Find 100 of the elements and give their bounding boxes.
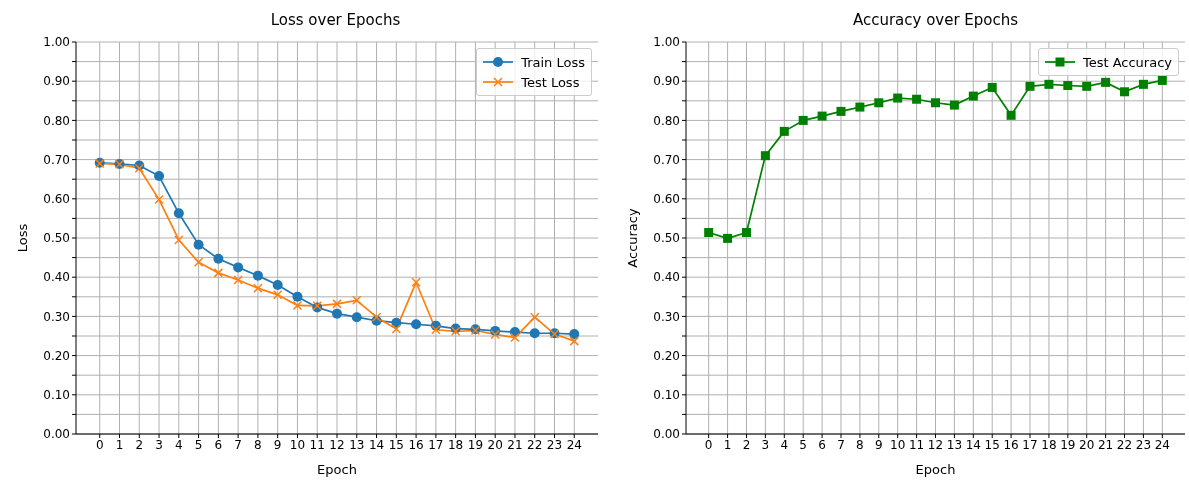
y-tick-label: 0.00 (653, 427, 680, 442)
y-tick-label: 0.40 (653, 270, 680, 285)
point (272, 280, 283, 291)
point (352, 295, 362, 306)
x-tick-label: 19 (467, 437, 484, 452)
point (874, 98, 884, 108)
point (779, 126, 789, 136)
x-tick-label: 6 (818, 437, 826, 452)
x-tick-label: 7 (837, 437, 845, 452)
point (391, 324, 402, 334)
chart-title: Accuracy over Epochs (851, 10, 1020, 31)
y-tick-label: 1.00 (43, 35, 70, 50)
x-tick-label: 12 (329, 437, 345, 452)
point (949, 100, 959, 110)
y-tick-label: 0.40 (43, 270, 70, 285)
y-tick-label: 0.60 (653, 192, 680, 207)
y-tick-label: 0.10 (43, 388, 70, 403)
y-tick-label: 0.50 (653, 231, 680, 246)
x-tick-label: 15 (984, 437, 1000, 452)
point (292, 291, 303, 302)
point (173, 208, 184, 219)
x-tick-label: 5 (194, 437, 203, 452)
point (931, 98, 940, 108)
point (1082, 81, 1092, 91)
x-axis-title: Epoch (317, 462, 357, 477)
point (1044, 79, 1054, 89)
x-tick-label: 12 (927, 437, 944, 452)
x-tick-label: 23 (546, 437, 563, 452)
point (1101, 77, 1111, 87)
point (411, 277, 421, 288)
legend-label: Train Loss (521, 54, 585, 70)
point (569, 336, 580, 346)
x-tick-label: 14 (368, 437, 385, 452)
point (529, 328, 540, 339)
x-tick-label: 5 (799, 437, 808, 452)
y-tick-label: 0.30 (43, 309, 70, 324)
x-tick-label: 22 (527, 437, 543, 452)
y-axis-title: Loss (14, 223, 30, 253)
point (431, 324, 441, 335)
x-tick-label: 16 (408, 437, 424, 452)
x-tick-label: 6 (214, 437, 223, 452)
x-tick-label: 2 (742, 437, 751, 452)
x-tick-label: 2 (135, 437, 144, 452)
point (1120, 87, 1130, 97)
point (569, 329, 580, 340)
x-axis-title: Epoch (915, 462, 956, 477)
x-tick-label: 1 (723, 437, 732, 452)
x-tick-label: 0 (704, 437, 713, 452)
point (411, 319, 422, 330)
x-tick-label: 14 (965, 437, 981, 452)
x-tick-label: 1 (115, 437, 124, 452)
point (1025, 81, 1035, 91)
point (193, 257, 204, 268)
x-tick-label: 15 (388, 437, 404, 452)
point (893, 93, 903, 103)
x-tick-label: 4 (175, 437, 183, 452)
y-tick-label: 0.90 (43, 74, 70, 89)
x-tick-label: 4 (780, 437, 789, 452)
x-tick-label: 17 (1022, 437, 1038, 452)
point (193, 239, 204, 250)
x-tick-label: 16 (1003, 437, 1019, 452)
x-tick-label: 22 (1116, 437, 1133, 452)
x-tick-label: 9 (273, 437, 282, 452)
point (1138, 79, 1148, 89)
x-tick-label: 10 (289, 437, 306, 452)
x-tick-label: 21 (1097, 437, 1114, 452)
point (1063, 81, 1073, 91)
y-tick-label: 0.80 (43, 113, 70, 128)
point (798, 115, 808, 125)
y-tick-label: 1.00 (653, 35, 680, 50)
x-tick-label: 24 (566, 437, 582, 452)
y-axis-title: Accuracy (624, 208, 640, 268)
point (233, 262, 244, 273)
x-tick-label: 8 (254, 437, 262, 452)
chart-title: Loss over Epochs (269, 10, 402, 31)
point (968, 91, 978, 101)
point (174, 235, 184, 245)
y-tick-label: 0.10 (653, 388, 680, 403)
x-tick-label: 13 (349, 437, 365, 452)
y-tick-label: 0.30 (653, 309, 680, 324)
x-tick-label: 3 (761, 437, 770, 452)
y-tick-label: 0.90 (653, 74, 680, 89)
point (252, 270, 263, 281)
point (817, 111, 827, 121)
point (154, 171, 165, 182)
x-tick-label: 19 (1060, 437, 1076, 452)
point (351, 312, 362, 323)
point (760, 151, 770, 161)
x-tick-label: 20 (487, 437, 503, 452)
point (741, 228, 751, 238)
y-tick-label: 0.20 (653, 348, 680, 363)
point (233, 275, 243, 285)
point (1006, 110, 1016, 120)
point (332, 299, 342, 309)
point (987, 82, 997, 92)
point (154, 194, 164, 205)
legend-label: Test Loss (521, 74, 580, 90)
x-tick-label: 18 (1041, 437, 1057, 452)
y-tick-label: 0.50 (43, 231, 70, 246)
x-tick-label: 8 (856, 437, 864, 452)
